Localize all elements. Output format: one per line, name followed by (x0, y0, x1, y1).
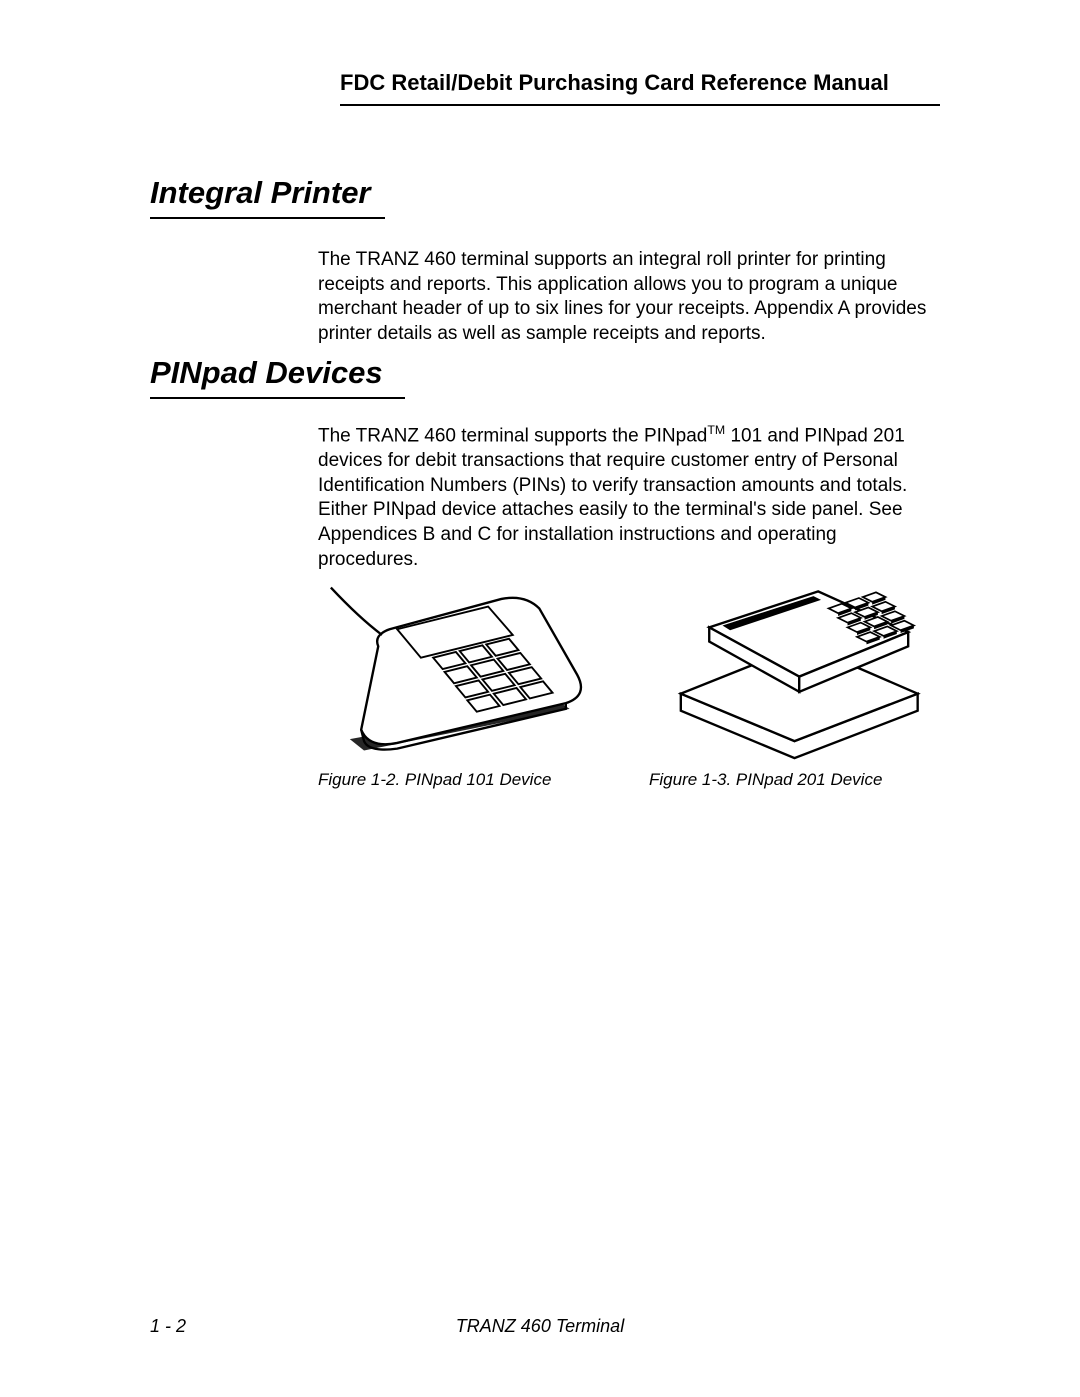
document-page: FDC Retail/Debit Purchasing Card Referen… (0, 0, 1080, 1397)
section-title-pinpad-devices: PINpad Devices (150, 355, 405, 399)
figure-caption: Figure 1-2. PINpad 101 Device (318, 770, 609, 790)
trademark-symbol: TM (707, 423, 725, 437)
pinpad-201-illustration (649, 580, 940, 760)
paragraph-pinpad-devices: The TRANZ 460 terminal supports the PINp… (318, 422, 940, 572)
section-title-integral-printer: Integral Printer (150, 175, 385, 219)
page-footer: 1 - 2 TRANZ 460 Terminal (150, 1316, 930, 1337)
figure-pinpad-101: Figure 1-2. PINpad 101 Device (318, 580, 609, 790)
running-header: FDC Retail/Debit Purchasing Card Referen… (340, 70, 940, 106)
figures-row: Figure 1-2. PINpad 101 Device (318, 580, 940, 790)
section-title-text: Integral Printer (150, 175, 371, 210)
figure-caption: Figure 1-3. PINpad 201 Device (649, 770, 940, 790)
footer-product: TRANZ 460 Terminal (150, 1316, 930, 1337)
section-underline (150, 397, 405, 399)
figure-pinpad-201: Figure 1-3. PINpad 201 Device (649, 580, 940, 790)
section-title-text: PINpad Devices (150, 355, 383, 390)
para-pre: The TRANZ 460 terminal supports the PINp… (318, 425, 707, 446)
para-post: 101 and PINpad 201 devices for debit tra… (318, 425, 907, 569)
header-rule (340, 104, 940, 106)
paragraph-integral-printer: The TRANZ 460 terminal supports an integ… (318, 248, 940, 347)
pinpad-101-illustration (318, 580, 609, 760)
section-underline (150, 217, 385, 219)
header-title: FDC Retail/Debit Purchasing Card Referen… (340, 70, 940, 102)
